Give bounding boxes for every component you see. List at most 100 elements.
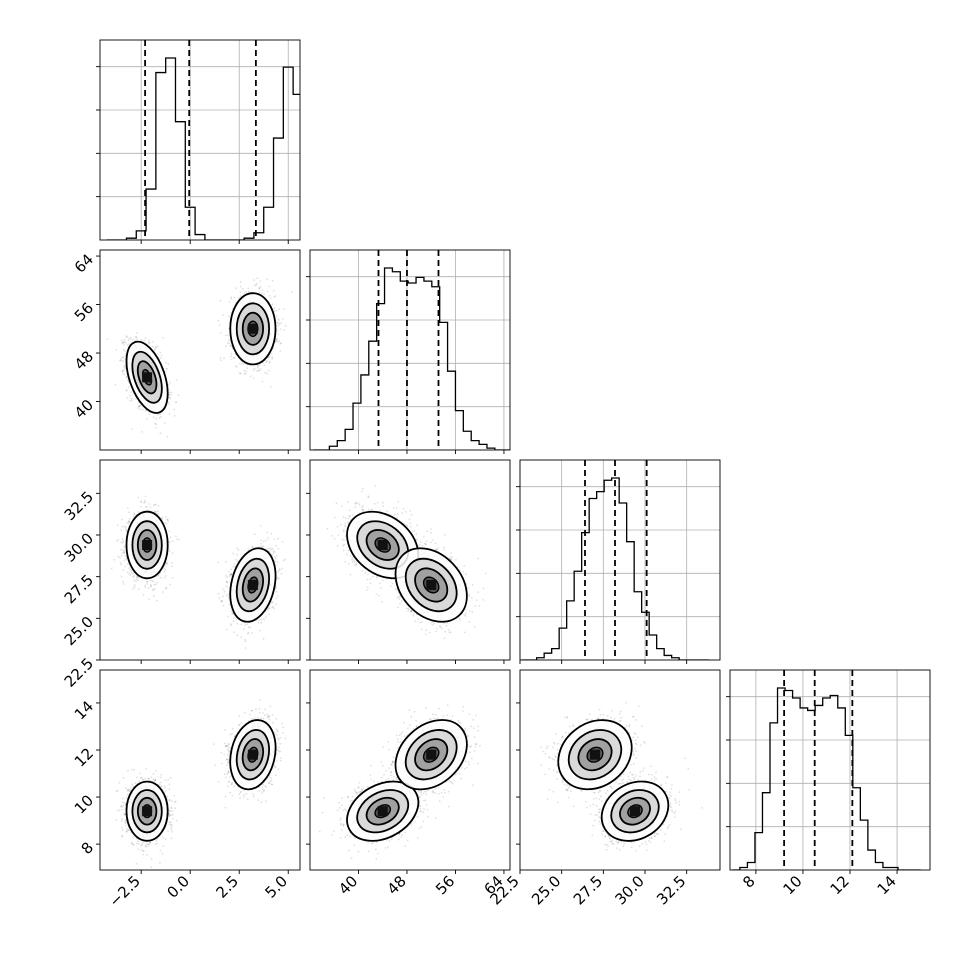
sample-point — [273, 310, 276, 312]
sample-point — [275, 339, 278, 342]
sample-point — [277, 319, 280, 321]
panel-2-0: 22.525.027.530.032.5 — [61, 459, 301, 691]
sample-point — [138, 405, 141, 408]
sample-point — [121, 542, 124, 544]
sample-point — [276, 576, 279, 579]
sample-point — [281, 317, 284, 320]
sample-point — [156, 581, 159, 584]
sample-point — [171, 540, 174, 543]
sample-point — [236, 366, 238, 368]
sample-point — [227, 342, 229, 344]
sample-point — [168, 413, 171, 415]
sample-point — [122, 340, 125, 343]
sample-point — [170, 391, 173, 394]
sample-point — [257, 365, 259, 367]
sample-point — [126, 396, 128, 399]
density-peak — [142, 372, 153, 383]
sample-point — [230, 573, 233, 576]
sample-point — [154, 348, 157, 351]
sample-point — [276, 321, 279, 324]
sample-point — [256, 370, 258, 372]
sample-point — [234, 558, 237, 561]
sample-point — [270, 533, 273, 535]
sample-point — [133, 513, 136, 516]
sample-point — [243, 292, 246, 294]
sample-point — [274, 586, 277, 589]
sample-point — [166, 562, 168, 564]
sample-point — [157, 574, 160, 577]
sample-point — [155, 510, 157, 513]
sample-point — [148, 598, 151, 601]
sample-point — [123, 373, 126, 376]
sample-point — [120, 529, 122, 531]
sample-point — [279, 328, 282, 330]
sample-point — [128, 520, 131, 523]
sample-point — [124, 555, 127, 557]
sample-point — [146, 580, 149, 583]
sample-point — [143, 339, 146, 342]
sample-point — [166, 435, 169, 438]
sample-point — [133, 579, 136, 582]
sample-point — [148, 341, 151, 344]
sample-point — [153, 511, 156, 513]
sample-point — [276, 322, 279, 324]
sample-point — [120, 358, 122, 360]
sample-point — [275, 555, 278, 557]
sample-point — [245, 290, 248, 293]
sample-point — [150, 585, 152, 587]
sample-point — [136, 338, 138, 340]
sample-point — [168, 393, 171, 396]
sample-point — [128, 394, 131, 397]
sample-point — [166, 368, 169, 370]
sample-point — [169, 397, 172, 400]
sample-point — [220, 600, 223, 603]
sample-point — [274, 587, 277, 590]
y-tick-label: 40 — [71, 396, 97, 422]
sample-point — [257, 369, 260, 372]
sample-point — [223, 590, 226, 593]
sample-point — [229, 623, 232, 625]
sample-point — [159, 413, 162, 415]
sample-point — [244, 372, 247, 375]
sample-point — [124, 358, 126, 360]
sample-point — [106, 338, 109, 341]
sample-point — [225, 628, 228, 631]
sample-point — [168, 541, 171, 543]
sample-point — [125, 389, 128, 391]
sample-point — [230, 344, 232, 347]
sample-point — [121, 518, 124, 521]
sample-point — [166, 563, 169, 565]
sample-point — [130, 397, 133, 400]
sample-point — [125, 376, 128, 378]
sample-point — [257, 366, 259, 369]
panel-frame — [99, 249, 301, 451]
sample-point — [168, 530, 171, 533]
sample-point — [226, 334, 229, 337]
sample-point — [272, 289, 275, 292]
sample-point — [225, 345, 227, 348]
sample-point — [122, 580, 124, 583]
sample-point — [136, 332, 138, 334]
sample-point — [138, 405, 140, 408]
sample-point — [164, 568, 167, 571]
sample-point — [156, 345, 159, 348]
sample-point — [276, 337, 278, 340]
sample-point — [236, 553, 239, 556]
sample-point — [233, 296, 236, 299]
sample-point — [128, 337, 131, 340]
sample-point — [132, 587, 135, 590]
sample-point — [152, 345, 154, 348]
sample-point — [128, 572, 131, 575]
sample-point — [239, 291, 242, 293]
sample-point — [233, 356, 235, 359]
sample-point — [258, 364, 261, 367]
sample-point — [126, 336, 128, 339]
sample-point — [143, 501, 146, 504]
sample-point — [120, 548, 122, 551]
histogram-step — [106, 57, 300, 240]
sample-point — [140, 500, 142, 503]
sample-point — [229, 573, 232, 575]
sample-point — [147, 587, 150, 589]
sample-point — [125, 528, 127, 531]
sample-point — [163, 422, 166, 424]
